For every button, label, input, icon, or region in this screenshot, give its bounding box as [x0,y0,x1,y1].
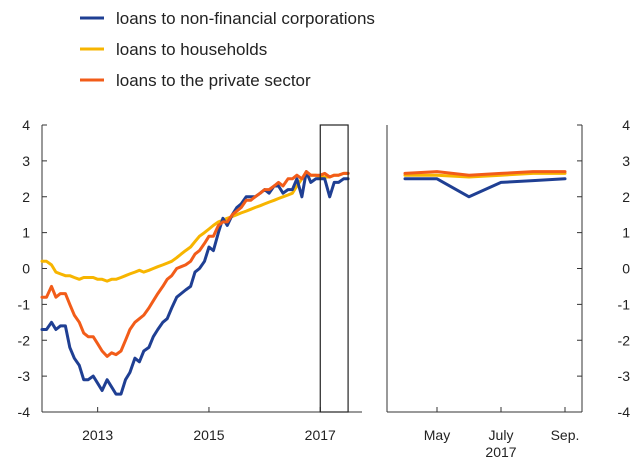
right-series-line-loans-to-households [403,171,567,179]
right-y-tick-label: 2 [622,189,630,205]
right-y-tick-label: -3 [618,368,631,384]
legend-label-loans-to-the-private-sector: loans to the private sector [116,71,311,90]
right-y-tick-label: -2 [618,332,631,348]
right-y-tick-label: 0 [622,261,630,277]
highlight-box-2017 [319,124,349,413]
left-y-tick-label: 4 [22,117,30,133]
left-y-tick-label: 0 [22,261,30,277]
right-y-tick-label: 3 [622,153,630,169]
left-y-tick-label: -2 [18,332,31,348]
right-chart-panel: 4 3 2 1 0 -1 -2 -3 -4 May July Sep. 2017 [386,117,631,460]
right-x-tick-label: Sep. [551,427,580,443]
left-series-line-loans-to-non-financial-corporations [40,170,350,396]
left-y-tick-label: 2 [22,189,30,205]
left-y-tick-label: 3 [22,153,30,169]
right-series-line-loans-to-non-financial-corporations [403,177,567,199]
left-y-tick-label: -3 [18,368,31,384]
right-x-axis-year-label: 2017 [485,444,516,460]
left-x-tick-label: 2015 [193,427,224,443]
right-y-tick-label: -1 [618,296,631,312]
legend: loans to non-financial corporations loans… [80,9,375,90]
right-series-line-loans-to-the-private-sector [403,170,567,177]
right-x-tick-label: May [424,427,450,443]
left-series-line-loans-to-the-private-sector [40,170,350,358]
legend-label-loans-to-households: loans to households [116,40,267,59]
left-x-tick-label: 2013 [82,427,113,443]
right-x-tick-label: July [489,427,514,443]
right-y-tick-label: 1 [622,225,630,241]
left-chart-panel: 4 3 2 1 0 -1 -2 -3 -4 2013 2015 2017 [18,117,362,443]
left-y-tick-label: -4 [18,404,31,420]
left-x-tick-label: 2017 [305,427,336,443]
right-y-tick-label: -4 [618,404,631,420]
legend-label-loans-to-non-financial-corporations: loans to non-financial corporations [116,9,375,28]
left-y-tick-label: 1 [22,225,30,241]
left-y-tick-label: -1 [18,296,31,312]
right-y-tick-label: 4 [622,117,630,133]
left-series-line-loans-to-households [40,171,350,283]
